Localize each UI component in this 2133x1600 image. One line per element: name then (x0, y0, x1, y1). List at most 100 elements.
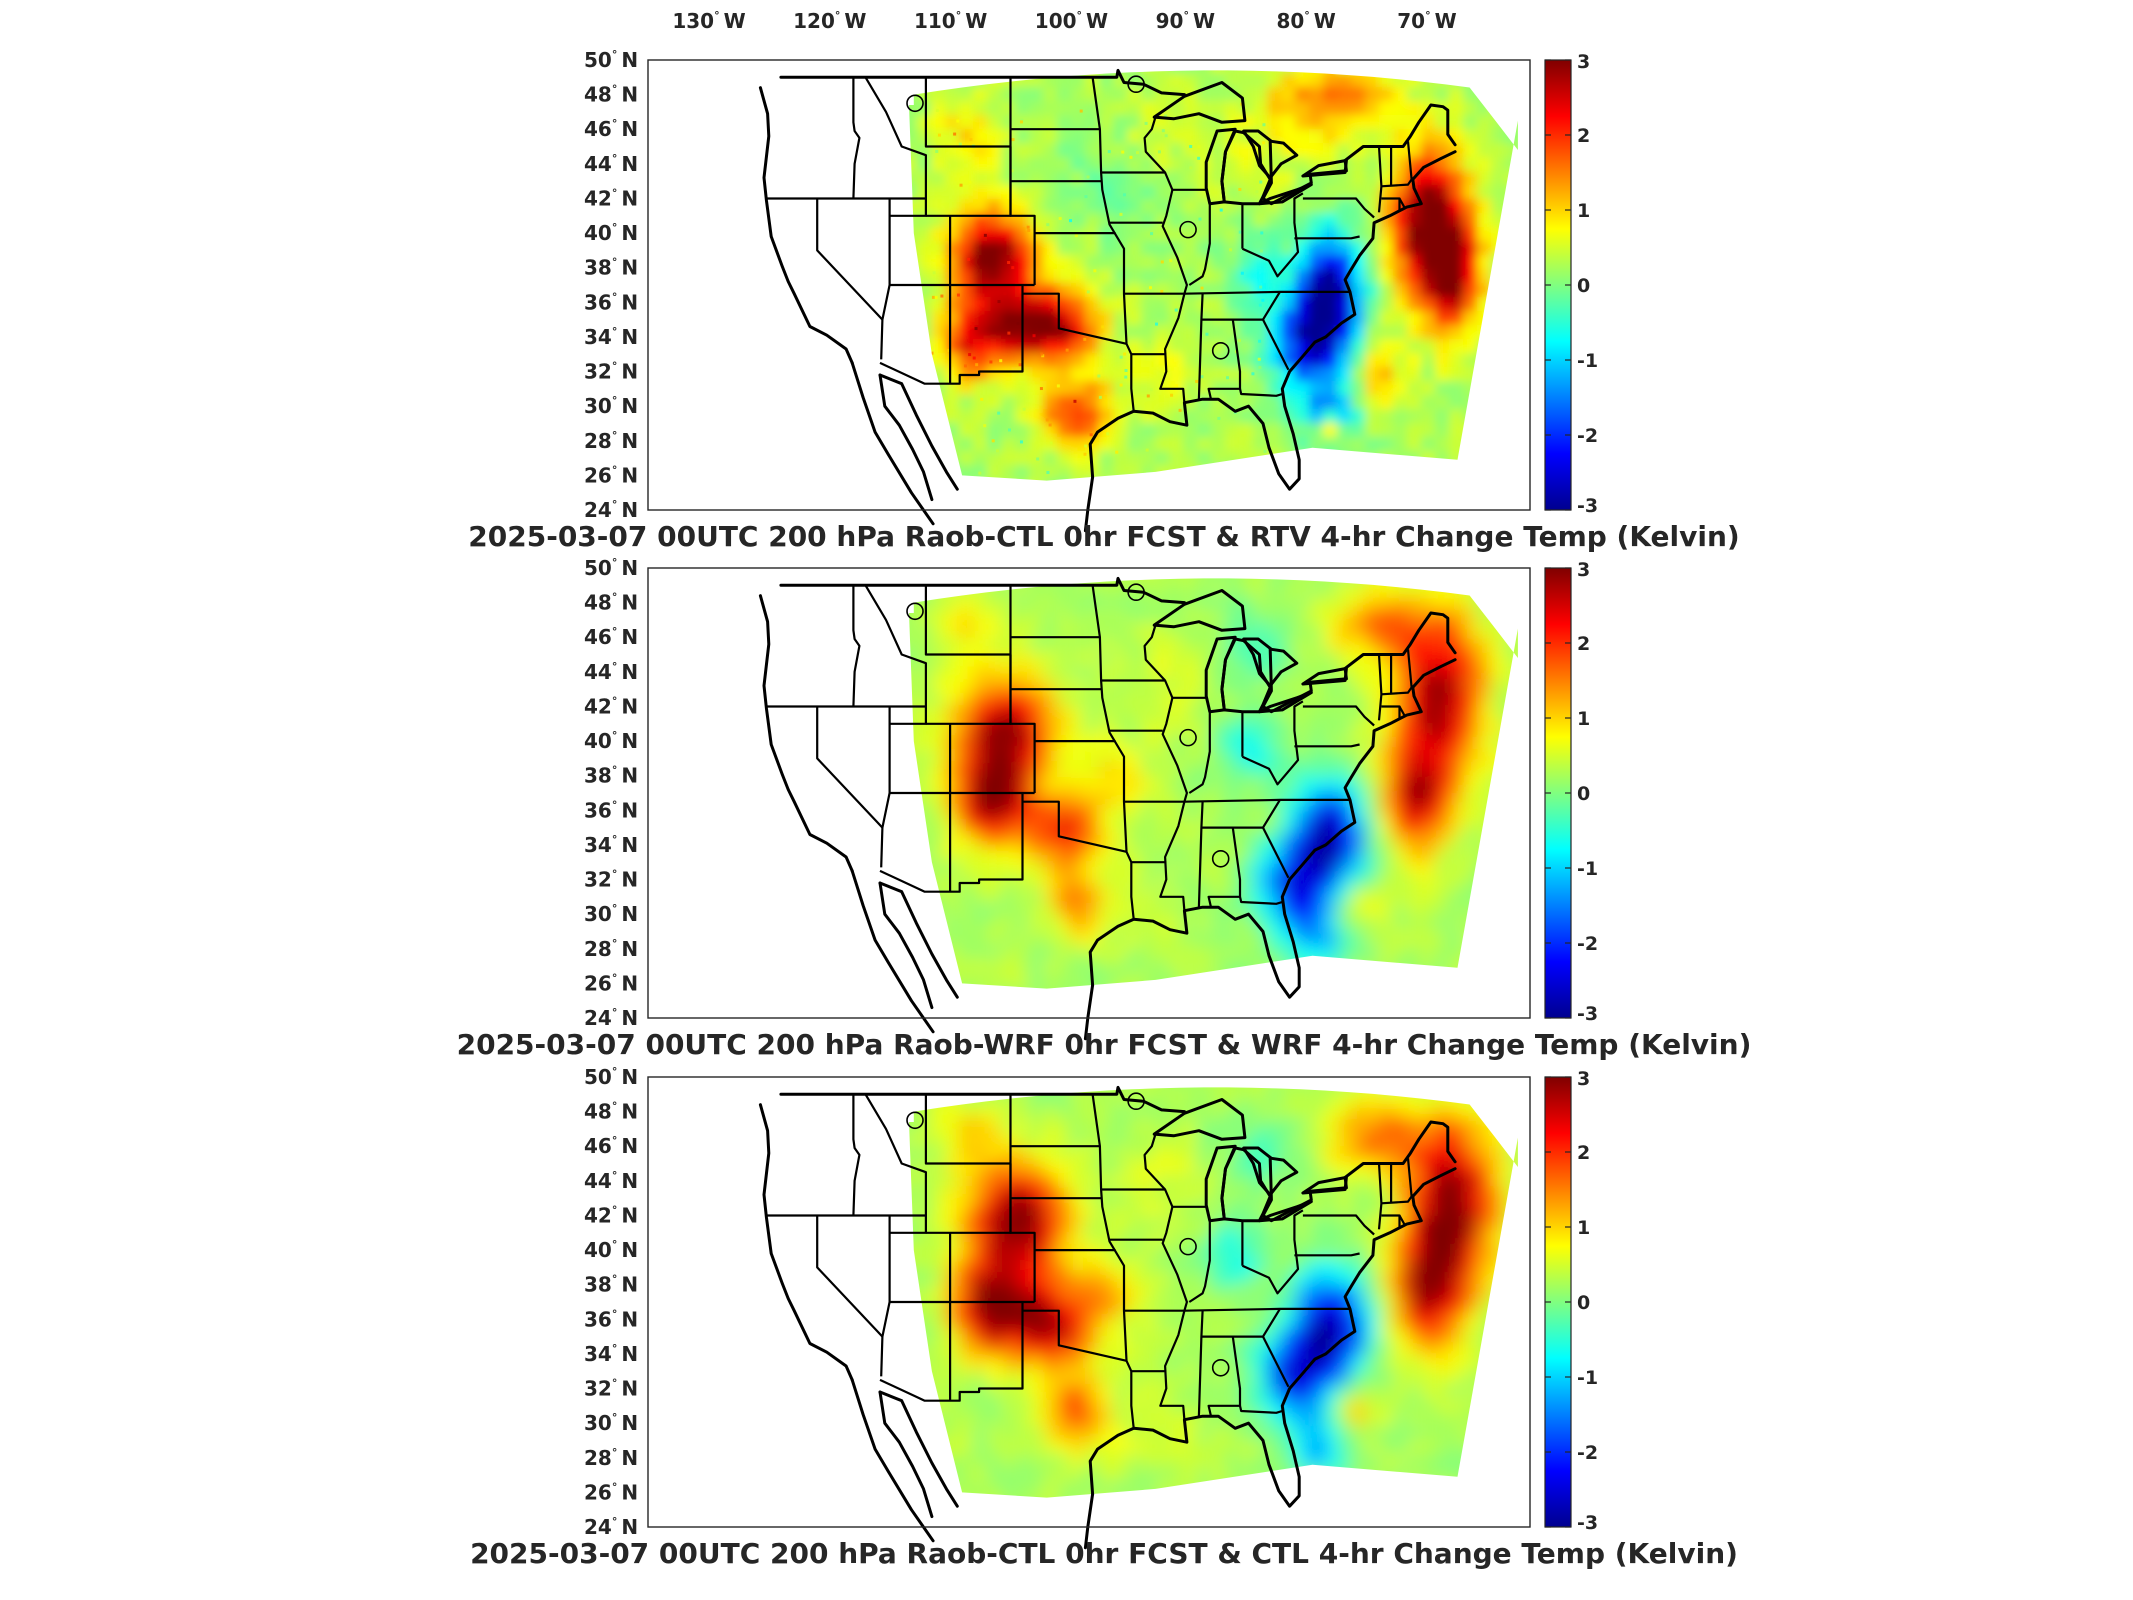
longitude-label: 130° W (672, 9, 745, 33)
colorbar-tick-label: -2 (1577, 425, 1598, 447)
longitude-label: 70° W (1397, 9, 1456, 33)
latitude-label: 32° N (584, 868, 638, 892)
colorbar-tick-label: -1 (1577, 1367, 1598, 1389)
map-panels: 50° N 48° N 46° N 44° N 42° N 40° N 38° N 36° N 34° N 32° N… (457, 48, 1752, 1570)
colorbar-tick-label: 1 (1577, 200, 1590, 222)
colorbar-tick-label: 2 (1577, 633, 1590, 655)
map-frame (647, 1076, 1531, 1528)
latitude-label: 24° N (584, 498, 638, 522)
colorbar-tick-label: -3 (1577, 495, 1598, 517)
colorbar: 3 2 1 0 -1 -2 -3 (1544, 1068, 1598, 1534)
latitude-label: 30° N (584, 394, 638, 418)
raob-station-marker (1127, 75, 1145, 94)
latitude-label: 48° N (584, 591, 638, 615)
coastlines (758, 576, 1457, 1041)
latitude-label: 32° N (584, 1377, 638, 1401)
colorbar-tick-label: 1 (1577, 708, 1590, 730)
map-frame (647, 59, 1531, 511)
colorbar-tick-label: 2 (1577, 125, 1590, 147)
longitude-label: 90° W (1156, 9, 1215, 33)
latitude-label: 42° N (584, 186, 638, 210)
latitude-label: 34° N (584, 325, 638, 349)
latitude-label: 42° N (584, 1203, 638, 1227)
colorbar-tick-label: 1 (1577, 1217, 1590, 1239)
latitude-label: 24° N (584, 1006, 638, 1030)
temperature-change-field (909, 70, 1518, 481)
latitude-label: 24° N (584, 1515, 638, 1539)
colorbar-tick-label: -3 (1577, 1003, 1598, 1025)
longitude-label: 110° W (914, 9, 987, 33)
raob-station-marker (1127, 1092, 1145, 1111)
latitude-label: 40° N (584, 1238, 638, 1262)
map-panel: 50° N 48° N 46° N 44° N 42° N 40° N 38° N 36° N 34° N 32° N… (457, 556, 1752, 1061)
panel-title: 2025-03-07 00UTC 200 hPa Raob-WRF 0hr FC… (457, 1028, 1752, 1061)
colorbar-tick-label: 3 (1577, 51, 1590, 73)
latitude-label: 40° N (584, 729, 638, 753)
temperature-change-field (909, 1087, 1518, 1498)
raob-station-marker (1211, 1358, 1230, 1377)
latitude-label: 50° N (584, 1065, 638, 1089)
colorbar-tick-label: -1 (1577, 350, 1598, 372)
raob-station-marker (1179, 220, 1197, 239)
latitude-label: 44° N (584, 660, 638, 684)
latitude-label: 36° N (584, 1307, 638, 1331)
latitude-label: 46° N (584, 625, 638, 649)
raob-station-marker (906, 602, 924, 621)
latitude-label: 50° N (584, 48, 638, 72)
longitude-label: 80° W (1276, 9, 1335, 33)
colorbar-tick-label: 0 (1577, 783, 1590, 805)
latitude-label: 38° N (584, 1273, 638, 1297)
latitude-label: 28° N (584, 429, 638, 453)
colorbar-tick-label: 0 (1577, 275, 1590, 297)
map-frame (647, 567, 1531, 1019)
latitude-label: 40° N (584, 221, 638, 245)
latitude-label: 46° N (584, 1134, 638, 1158)
latitude-label: 26° N (584, 1480, 638, 1504)
colorbar-tick-label: 3 (1577, 559, 1590, 581)
latitude-label: 30° N (584, 1411, 638, 1435)
latitude-label: 48° N (584, 83, 638, 107)
colorbar-tick-label: 3 (1577, 1068, 1590, 1090)
latitude-label: 44° N (584, 152, 638, 176)
map-panel: 50° N 48° N 46° N 44° N 42° N 40° N 38° N 36° N 34° N 32° N… (468, 48, 1739, 553)
latitude-label: 34° N (584, 1342, 638, 1366)
raob-station-marker (1179, 1237, 1197, 1256)
state-borders (766, 584, 1413, 920)
raob-station-marker (1179, 728, 1197, 747)
latitude-label: 36° N (584, 290, 638, 314)
latitude-label: 26° N (584, 463, 638, 487)
state-borders (766, 76, 1413, 412)
latitude-label: 26° N (584, 971, 638, 995)
raob-station-marker (1211, 341, 1230, 360)
longitude-label: 100° W (1035, 9, 1108, 33)
colorbar: 3 2 1 0 -1 -2 -3 (1544, 559, 1598, 1025)
latitude-label: 46° N (584, 117, 638, 141)
raob-station-marker (906, 1111, 924, 1130)
latitude-label: 36° N (584, 798, 638, 822)
latitude-label: 34° N (584, 833, 638, 857)
colorbar-tick-label: 0 (1577, 1292, 1590, 1314)
panel-title: 2025-03-07 00UTC 200 hPa Raob-CTL 0hr FC… (468, 520, 1739, 553)
raob-station-marker (1211, 849, 1230, 868)
coastlines (758, 68, 1457, 533)
latitude-label: 44° N (584, 1169, 638, 1193)
map-panel: 50° N 48° N 46° N 44° N 42° N 40° N 38° N 36° N 34° N 32° N… (470, 1065, 1738, 1570)
latitude-label: 28° N (584, 937, 638, 961)
latitude-label: 38° N (584, 764, 638, 788)
colorbar: 3 2 1 0 -1 -2 -3 (1544, 51, 1598, 517)
temperature-change-field (909, 578, 1518, 989)
raob-station-marker (1127, 583, 1145, 602)
colorbar-tick-label: 2 (1577, 1142, 1590, 1164)
panel-title: 2025-03-07 00UTC 200 hPa Raob-CTL 0hr FC… (470, 1537, 1738, 1570)
colorbar-tick-label: -2 (1577, 1442, 1598, 1464)
colorbar-tick-label: -2 (1577, 933, 1598, 955)
colorbar-tick-label: -1 (1577, 858, 1598, 880)
colorbar-tick-label: -3 (1577, 1512, 1598, 1534)
latitude-label: 48° N (584, 1100, 638, 1124)
latitude-label: 38° N (584, 256, 638, 280)
longitude-axis-labels: 130° W 120° W 110° W 100° W 90° W 80° W 70° W (672, 9, 1456, 33)
latitude-label: 30° N (584, 902, 638, 926)
latitude-label: 28° N (584, 1446, 638, 1470)
longitude-label: 120° W (793, 9, 866, 33)
